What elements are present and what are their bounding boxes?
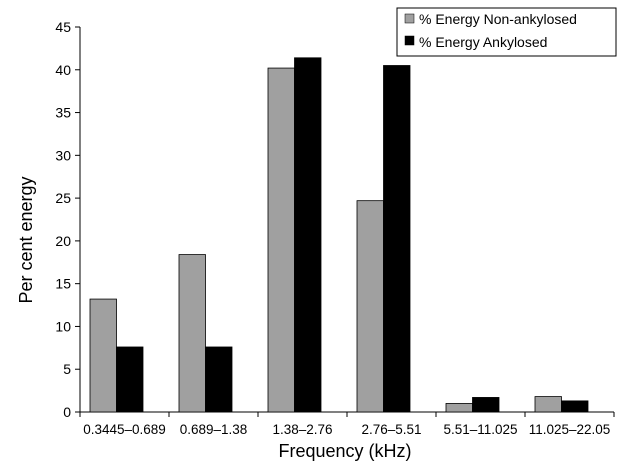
y-tick-label: 35: [55, 105, 71, 121]
y-tick-label: 10: [55, 318, 71, 334]
y-tick-label: 20: [55, 233, 71, 249]
x-tick-label: 1.38–2.76: [272, 422, 332, 437]
y-axis-title: Per cent energy: [16, 176, 36, 303]
y-tick-label: 45: [55, 19, 71, 35]
bar-energy-non-ankylosed: [267, 67, 295, 413]
y-tick-label: 30: [55, 147, 71, 163]
legend-label-ankylosed: % Energy Ankylosed: [419, 34, 547, 50]
legend: % Energy Non-ankylosed % Energy Ankylose…: [396, 7, 617, 57]
x-tick-label: 2.76–5.51: [361, 422, 421, 437]
bar-energy-ankylosed: [294, 57, 322, 413]
y-tick-label: 40: [55, 62, 71, 78]
y-tick-label: 25: [55, 190, 71, 206]
y-tick-label: 15: [55, 276, 71, 292]
x-tick-label: 11.025–22.05: [529, 422, 611, 437]
bar-energy-ankylosed: [561, 400, 589, 413]
axes: 0 5 10 15 20 25 30 35 40 45 0.3445–0.689 0.689–1.38…: [55, 19, 615, 437]
x-tick-label: 0.689–1.38: [180, 422, 248, 437]
bar-energy-non-ankylosed: [89, 298, 117, 413]
bar-energy-non-ankylosed: [178, 254, 206, 413]
legend-swatch-ankylosed: [404, 35, 415, 46]
bar-energy-ankylosed: [116, 346, 144, 413]
x-tick-label: 5.51–11.025: [443, 422, 517, 437]
x-tick-label: 0.3445–0.689: [83, 422, 166, 437]
legend-box: [396, 7, 617, 57]
legend-label-non-ankylosed: % Energy Non-ankylosed: [419, 11, 577, 27]
bar-energy-ankylosed: [205, 346, 233, 413]
bar-energy-non-ankylosed: [534, 396, 562, 413]
y-tick-label: 5: [63, 361, 71, 377]
x-axis-title: Frequency (kHz): [278, 441, 411, 461]
y-tick-label: 0: [63, 404, 71, 420]
bar-energy-non-ankylosed: [445, 403, 473, 413]
bar-energy-ankylosed: [472, 397, 500, 413]
legend-swatch-non-ankylosed: [404, 13, 415, 24]
bars: [89, 57, 589, 413]
bar-energy-non-ankylosed: [356, 200, 384, 413]
bar-energy-ankylosed: [383, 65, 411, 413]
